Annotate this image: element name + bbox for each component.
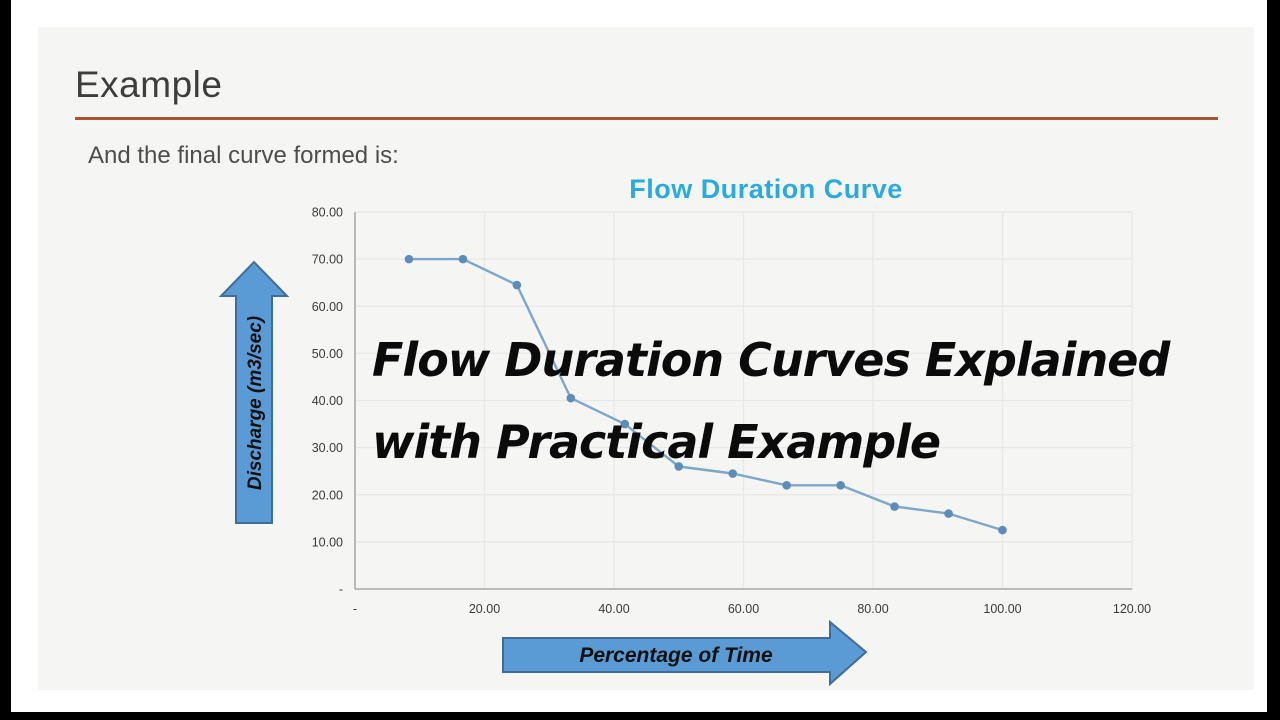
y-tick-label: 30.00 xyxy=(312,441,343,455)
y-tick-label: 80.00 xyxy=(312,206,343,220)
y-tick-label: 10.00 xyxy=(312,535,343,549)
letterbox-left xyxy=(0,0,11,720)
data-point-marker xyxy=(998,525,1007,535)
intro-text: And the final curve formed is: xyxy=(88,142,399,169)
y-tick-label: 60.00 xyxy=(312,300,343,314)
data-point-marker xyxy=(566,393,576,403)
chart-tick-labels: 80.00 70.00 60.00 50.00 40.00 30.00 20.00 10.00… xyxy=(312,206,1151,617)
data-point-marker xyxy=(404,254,414,264)
data-point-marker xyxy=(620,419,630,429)
right-arrow-icon xyxy=(502,619,868,687)
x-tick-label: 40.00 xyxy=(598,602,629,616)
y-tick-label: - xyxy=(339,583,343,597)
x-tick-label: 100.00 xyxy=(983,602,1021,616)
y-tick-label: 70.00 xyxy=(312,253,343,267)
y-tick-label: 20.00 xyxy=(312,488,343,502)
y-axis-arrow: Discharge (m3/sec) xyxy=(218,260,290,524)
video-title-line1: Flow Duration Curves Explained xyxy=(372,333,1170,387)
chart-series xyxy=(404,254,1007,535)
chart-title: Flow Duration Curve xyxy=(629,174,903,204)
x-axis-arrow: Percentage of Time xyxy=(502,619,868,687)
data-point-marker xyxy=(458,254,468,264)
x-tick-label: 80.00 xyxy=(857,602,888,616)
data-point-marker xyxy=(728,469,737,478)
video-title-overlay: Flow Duration Curves Explained with Prac… xyxy=(372,319,1170,483)
video-title-line2: with Practical Example xyxy=(372,415,941,469)
data-point-marker xyxy=(512,280,522,290)
data-point-marker xyxy=(782,481,791,490)
x-tick-label: 120.00 xyxy=(1113,602,1151,616)
x-tick-label: 20.00 xyxy=(469,602,500,616)
data-point-marker xyxy=(890,502,899,511)
data-point-marker xyxy=(944,509,953,518)
slide-heading: Example xyxy=(75,64,223,105)
x-axis-arrow-label: Percentage of Time xyxy=(579,644,773,667)
data-point-marker xyxy=(836,481,845,490)
data-point-marker xyxy=(674,462,684,471)
letterbox-right xyxy=(1267,0,1280,720)
y-axis-arrow-label: Discharge (m3/sec) xyxy=(245,316,266,490)
y-tick-label: 50.00 xyxy=(312,347,343,361)
letterbox-bottom xyxy=(0,712,1280,720)
chart-axes xyxy=(354,212,1132,590)
x-tick-label: 60.00 xyxy=(728,602,759,616)
x-tick-label: - xyxy=(353,602,357,616)
y-tick-label: 40.00 xyxy=(312,394,343,408)
up-arrow-icon xyxy=(218,260,290,524)
flow-duration-curve-line xyxy=(407,257,1004,532)
heading-divider xyxy=(75,117,1218,120)
